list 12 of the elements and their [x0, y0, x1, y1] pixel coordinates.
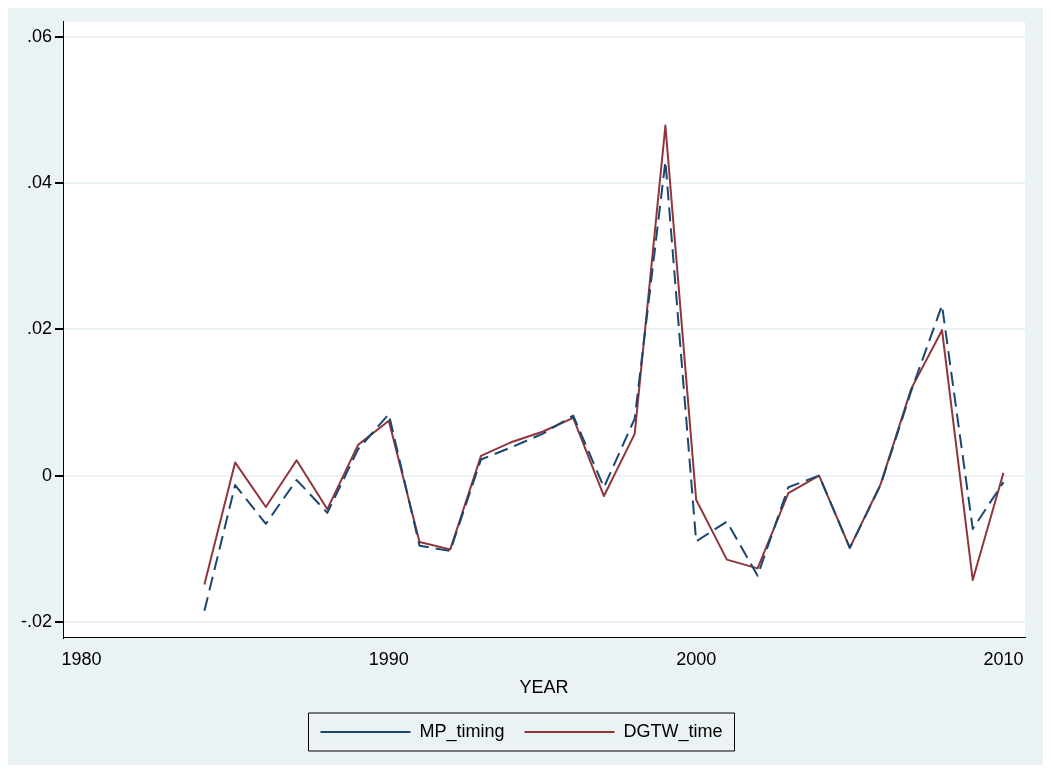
x-tick-label: 2000	[676, 648, 717, 669]
x-tick-label: 2010	[983, 648, 1024, 669]
x-tick-label: 1990	[368, 648, 409, 669]
legend-label: MP_timing	[419, 720, 505, 742]
x-tick-label: 1980	[61, 648, 102, 669]
legend-label: DGTW_time	[623, 720, 723, 742]
y-tick-label: .04	[26, 172, 53, 193]
y-tick-label: .06	[26, 26, 53, 47]
y-tick-label: .02	[26, 318, 53, 339]
y-tick-label: -.02	[20, 610, 53, 631]
x-axis-title: YEAR	[519, 677, 569, 698]
y-tick-label: 0	[42, 464, 53, 485]
